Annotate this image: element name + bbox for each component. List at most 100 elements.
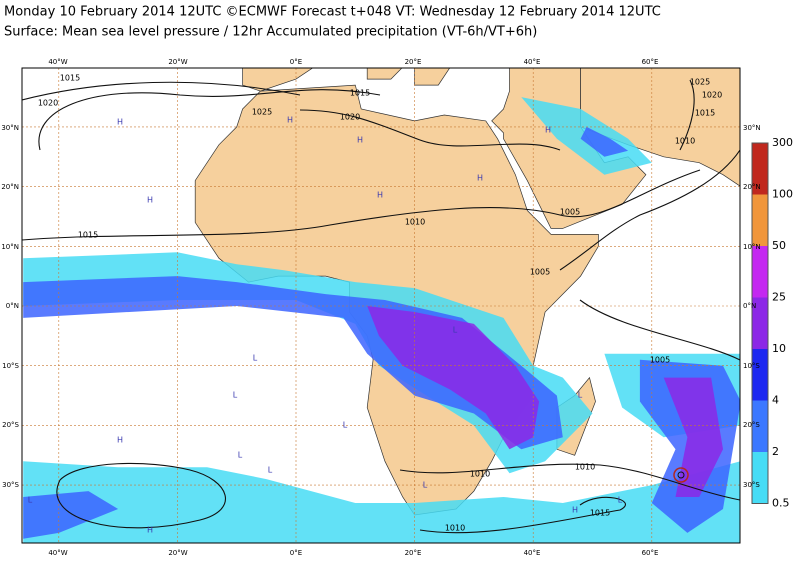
isobar: [22, 81, 301, 101]
lat-label-right: 20°N: [743, 183, 761, 191]
cyclone-ring: [673, 467, 689, 483]
lon-label-top: 40°W: [48, 58, 67, 66]
pressure-center: L: [268, 466, 273, 475]
title-line-1: Monday 10 February 2014 12UTC ©ECMWF For…: [4, 5, 661, 20]
pressure-center: H: [147, 526, 153, 535]
isobar: [679, 79, 695, 151]
lat-label-right: 30°N: [743, 124, 761, 132]
lon-label-top: 60°E: [642, 58, 659, 66]
isobar-label: 1020: [38, 99, 58, 108]
isobar-label: 1010: [675, 137, 695, 146]
pressure-center: L: [343, 421, 348, 430]
lon-label-top: 20°W: [168, 58, 187, 66]
colorbar-label: 10: [772, 342, 786, 355]
land: [366, 68, 403, 80]
lon-label-top: 0°E: [290, 58, 302, 66]
colorbar-segment: [752, 349, 768, 401]
lat-label-right: 0°N: [743, 302, 756, 310]
lon-label-top: 40°E: [524, 58, 541, 66]
precipitation-area: [663, 377, 723, 497]
isobar-label: 1010: [575, 463, 595, 472]
lat-label-left: 20°S: [2, 421, 19, 429]
colorbar-segment: [752, 246, 768, 298]
lat-label-right: 10°N: [743, 243, 761, 251]
colorbar-segment: [752, 194, 768, 246]
pressure-center: H: [147, 196, 153, 205]
isobar-label: 1025: [252, 108, 272, 117]
pressure-center: L: [618, 496, 623, 505]
precipitation-area: [367, 306, 540, 450]
colorbar-segment: [752, 400, 768, 452]
lat-label-left: 10°N: [1, 243, 19, 251]
colorbar-segment: [752, 143, 768, 195]
isobar: [22, 169, 701, 241]
isobar-label: 1010: [405, 218, 425, 227]
colorbar-label: 0.5: [772, 497, 790, 510]
isobar-label: 1015: [590, 509, 610, 518]
land: [242, 68, 314, 92]
lat-label-left: 10°S: [2, 362, 19, 370]
lat-label-right: 30°S: [743, 481, 760, 489]
pressure-center: H: [357, 136, 363, 145]
lon-label-bottom: 0°E: [290, 549, 302, 557]
isobar: [56, 462, 226, 529]
isobar: [579, 299, 740, 361]
land: [580, 68, 740, 187]
lon-label-bottom: 40°E: [524, 549, 541, 557]
lon-label-bottom: 20°W: [168, 549, 187, 557]
isobar-label: 1025: [690, 78, 710, 87]
colorbar: 300 100 50 25 10 4 2 0.5: [751, 136, 793, 510]
lat-label-left: 30°N: [1, 124, 19, 132]
pressure-center: L: [233, 391, 238, 400]
lon-label-bottom: 40°W: [48, 549, 67, 557]
lon-label-bottom: 60°E: [642, 549, 659, 557]
pressure-center: H: [287, 116, 293, 125]
precipitation-area: [23, 461, 740, 543]
map-frame: [21, 67, 741, 544]
pressure-center: H: [545, 126, 551, 135]
colorbar-label: 100: [772, 188, 793, 201]
pressure-center: L: [253, 354, 258, 363]
isobar-label: 1005: [530, 268, 550, 277]
lat-label-right: 10°S: [743, 362, 760, 370]
lat-label-left: 0°N: [6, 302, 19, 310]
colorbar-label: 4: [772, 394, 779, 407]
colorbar-label: 300: [772, 136, 793, 149]
precipitation-area: [580, 126, 629, 157]
cyclone-ring: [677, 471, 685, 479]
isobar: [419, 496, 626, 534]
isobar-label: 1015: [60, 74, 80, 83]
isobar-label: 1015: [350, 89, 370, 98]
isobar-label: 1015: [78, 231, 98, 240]
colorbar-label: 2: [772, 445, 779, 458]
pressure-center: L: [453, 326, 458, 335]
lat-label-right: 20°S: [743, 421, 760, 429]
pressure-center: H: [117, 118, 123, 127]
colorbar-segment: [752, 297, 768, 349]
pressure-center: L: [238, 451, 243, 460]
isobar: [299, 109, 561, 151]
pressure-center: H: [477, 174, 483, 183]
isobar: [399, 463, 740, 501]
lon-label-bottom: 20°E: [405, 549, 422, 557]
pressure-center: H: [572, 506, 578, 515]
pressure-center: H: [117, 436, 123, 445]
pressure-center: L: [28, 496, 33, 505]
isobar-label: 1005: [650, 356, 670, 365]
pressure-center: H: [377, 191, 383, 200]
isobar-label: 1020: [340, 113, 360, 122]
title-line-2: Surface: Mean sea level pressure / 12hr …: [4, 25, 537, 40]
isobar: [559, 149, 740, 271]
precipitation-area: [23, 252, 593, 474]
isobar: [38, 89, 381, 151]
colorbar-label: 50: [772, 239, 786, 252]
colorbar-label: 25: [772, 291, 786, 304]
isobar-label: 1015: [695, 109, 715, 118]
lon-label-top: 20°E: [405, 58, 422, 66]
pressure-center: L: [578, 391, 583, 400]
isobar-label: 1020: [702, 91, 722, 100]
isobar-label: 1010: [470, 470, 490, 479]
precipitation-area: [23, 491, 119, 539]
pressure-center: L: [423, 481, 428, 490]
